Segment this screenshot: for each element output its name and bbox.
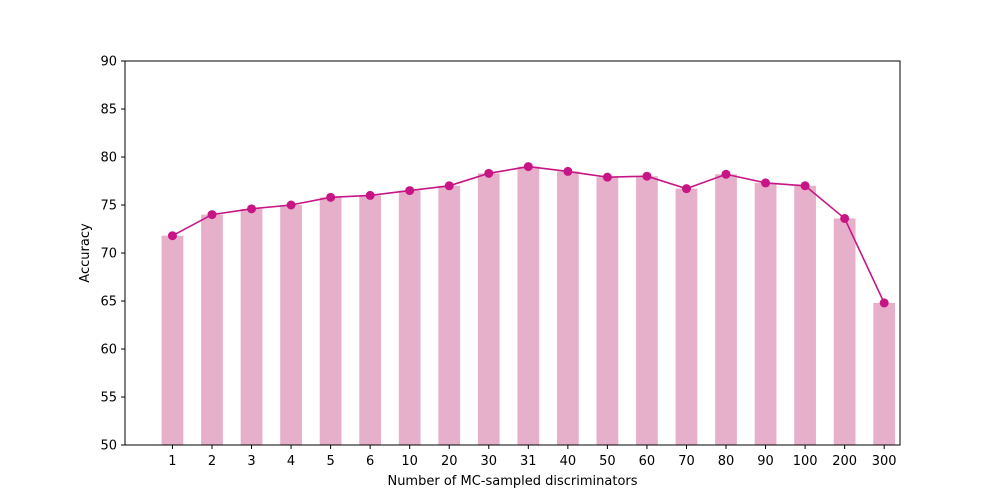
y-axis: 50 55 60 65 70 75 80 85 90 <box>100 55 125 454</box>
line-point-6 <box>365 190 375 200</box>
bar-20 <box>438 185 461 446</box>
y-tick-label-60: 60 <box>100 343 117 358</box>
x-tick-label-50: 50 <box>599 454 616 469</box>
x-tick-label-30: 30 <box>481 454 498 469</box>
x-tick-label-1: 1 <box>168 454 176 469</box>
line-point-10 <box>405 186 415 196</box>
x-tick-label-5: 5 <box>326 454 334 469</box>
x-tick-label-20: 20 <box>441 454 458 469</box>
line-point-100 <box>800 181 810 191</box>
bar-60 <box>636 176 658 445</box>
bar-40 <box>556 171 579 445</box>
bar-300 <box>873 302 896 445</box>
y-tick-label-90: 90 <box>100 55 117 70</box>
line-point-70 <box>681 184 691 194</box>
bar-30 <box>477 173 500 445</box>
bar-1 <box>161 235 184 445</box>
bar-10 <box>398 190 421 445</box>
line-point-5 <box>326 192 336 202</box>
x-tick-label-60: 60 <box>639 454 656 469</box>
line-point-4 <box>286 200 296 210</box>
bar-3 <box>240 208 263 445</box>
x-tick-label-6: 6 <box>366 454 374 469</box>
line-layer <box>167 162 889 308</box>
line-point-50 <box>602 172 612 182</box>
line-point-80 <box>721 169 731 179</box>
bar-2 <box>201 214 223 445</box>
y-tick-label-85: 85 <box>100 103 117 118</box>
x-tick-label-10: 10 <box>401 454 418 469</box>
y-tick-label-75: 75 <box>100 199 117 214</box>
x-tick-label-90: 90 <box>757 454 774 469</box>
bar-4 <box>280 205 302 445</box>
bar-5 <box>319 197 342 445</box>
line-point-300 <box>879 298 889 308</box>
line-point-31 <box>523 162 533 172</box>
bar-6 <box>359 195 382 445</box>
line-point-30 <box>484 168 494 178</box>
line-point-2 <box>207 210 217 220</box>
x-tick-label-200: 200 <box>832 454 857 469</box>
x-tick-label-4: 4 <box>287 454 295 469</box>
x-tick-label-40: 40 <box>560 454 577 469</box>
y-tick-label-50: 50 <box>100 439 117 454</box>
bar-200 <box>833 218 856 445</box>
x-tick-label-3: 3 <box>247 454 255 469</box>
line-point-40 <box>563 166 573 176</box>
y-axis-label: Accuracy <box>78 223 93 283</box>
x-tick-label-80: 80 <box>718 454 735 469</box>
x-tick-label-2: 2 <box>208 454 216 469</box>
bar-50 <box>596 177 619 445</box>
y-tick-label-65: 65 <box>100 295 117 310</box>
x-tick-label-31: 31 <box>520 454 537 469</box>
x-axis-label: Number of MC-sampled discriminators <box>387 474 637 489</box>
y-tick-label-80: 80 <box>100 151 117 166</box>
x-axis: 1 2 3 4 5 6 10 20 30 31 40 50 60 70 80 90 100 200 300 <box>168 445 897 469</box>
line-point-3 <box>247 204 257 214</box>
line-point-90 <box>761 178 771 188</box>
y-tick-label-70: 70 <box>100 247 117 262</box>
line-point-1 <box>167 231 177 241</box>
bar-70 <box>675 188 698 445</box>
x-tick-label-70: 70 <box>678 454 695 469</box>
bar-31 <box>517 166 540 445</box>
bar-100 <box>794 185 816 446</box>
y-tick-label-55: 55 <box>100 391 117 406</box>
line-point-20 <box>444 181 454 191</box>
line-point-200 <box>840 213 850 223</box>
bar-80 <box>715 174 737 445</box>
x-tick-label-100: 100 <box>793 454 818 469</box>
bar-90 <box>754 182 777 446</box>
bars-layer <box>161 166 896 446</box>
x-tick-label-300: 300 <box>872 454 897 469</box>
line-point-60 <box>642 171 652 181</box>
